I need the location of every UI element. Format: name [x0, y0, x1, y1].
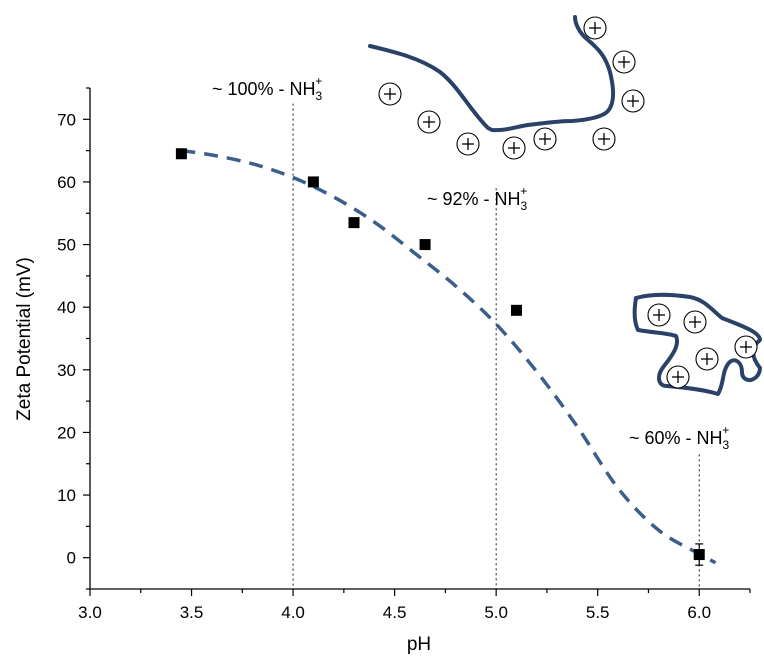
y-axis-title: Zeta Potential (mV): [14, 257, 35, 421]
reference-lines: [292, 103, 700, 589]
charge-icon: [417, 110, 441, 134]
data-point: [419, 239, 431, 251]
x-tick-label: 5.0: [484, 603, 508, 622]
charge-icon: [683, 310, 707, 334]
x-tick-label: 4.5: [383, 603, 407, 622]
y-tick-label: 30: [57, 361, 76, 380]
x-tick-label: 6.0: [687, 603, 711, 622]
data-point: [307, 176, 319, 188]
annotation-subscript: 3: [521, 199, 528, 213]
y-tick-label: 20: [57, 423, 76, 442]
axis-ticks: 3.0 3.5 4.0 4.5 5.0 5.5 6.0 0 10 20 30 40 50 60 70: [57, 87, 751, 622]
charge-icon: [456, 132, 480, 156]
data-point: [175, 148, 187, 160]
y-tick-label: 60: [57, 173, 76, 192]
y-tick-label: 70: [57, 110, 76, 129]
charge-icon: [612, 50, 636, 74]
charge-icon: [533, 127, 557, 151]
axes: [89, 88, 750, 590]
data-point: [510, 304, 522, 316]
x-tick-label: 3.0: [78, 603, 102, 622]
data-points: [175, 148, 705, 566]
charge-icon: [583, 16, 607, 40]
charge-icon: [695, 347, 719, 371]
charge-icon: [378, 82, 402, 106]
charge-icon: [592, 127, 616, 151]
data-point: [693, 549, 705, 561]
y-tick-label: 50: [57, 236, 76, 255]
charge-icon: [666, 365, 690, 389]
y-tick-label: 0: [67, 549, 76, 568]
annotation-superscript: +: [520, 184, 527, 198]
extended-chain: [368, 15, 615, 133]
annotation-superscript: +: [315, 74, 322, 88]
charge-icon: [502, 136, 526, 160]
annotation-superscript: +: [722, 423, 729, 437]
nh3-annotation: ~ 92% - NH3+: [427, 184, 528, 213]
nh3-annotation: ~ 100% - NH3+: [212, 74, 323, 103]
annotation-subscript: 3: [723, 438, 730, 452]
polymer-chain-illustrations: [368, 15, 762, 396]
nh3-annotation: ~ 60% - NH3+: [629, 423, 730, 452]
x-tick-label: 4.0: [281, 603, 305, 622]
x-axis-title: pH: [407, 634, 431, 655]
annotations: ~ 100% - NH3+ ~ 92% - NH3+ ~ 60% - NH3+: [212, 74, 730, 452]
coiled-chain: [632, 292, 762, 396]
charge-icon: [647, 303, 671, 327]
charge-icon: [734, 335, 758, 359]
annotation-subscript: 3: [316, 89, 323, 103]
y-tick-label: 40: [57, 298, 76, 317]
x-tick-label: 5.5: [586, 603, 610, 622]
y-tick-label: 10: [57, 486, 76, 505]
charge-icon: [621, 89, 645, 113]
fit-curve: [181, 148, 717, 565]
data-point: [348, 217, 360, 229]
x-tick-label: 3.5: [180, 603, 204, 622]
